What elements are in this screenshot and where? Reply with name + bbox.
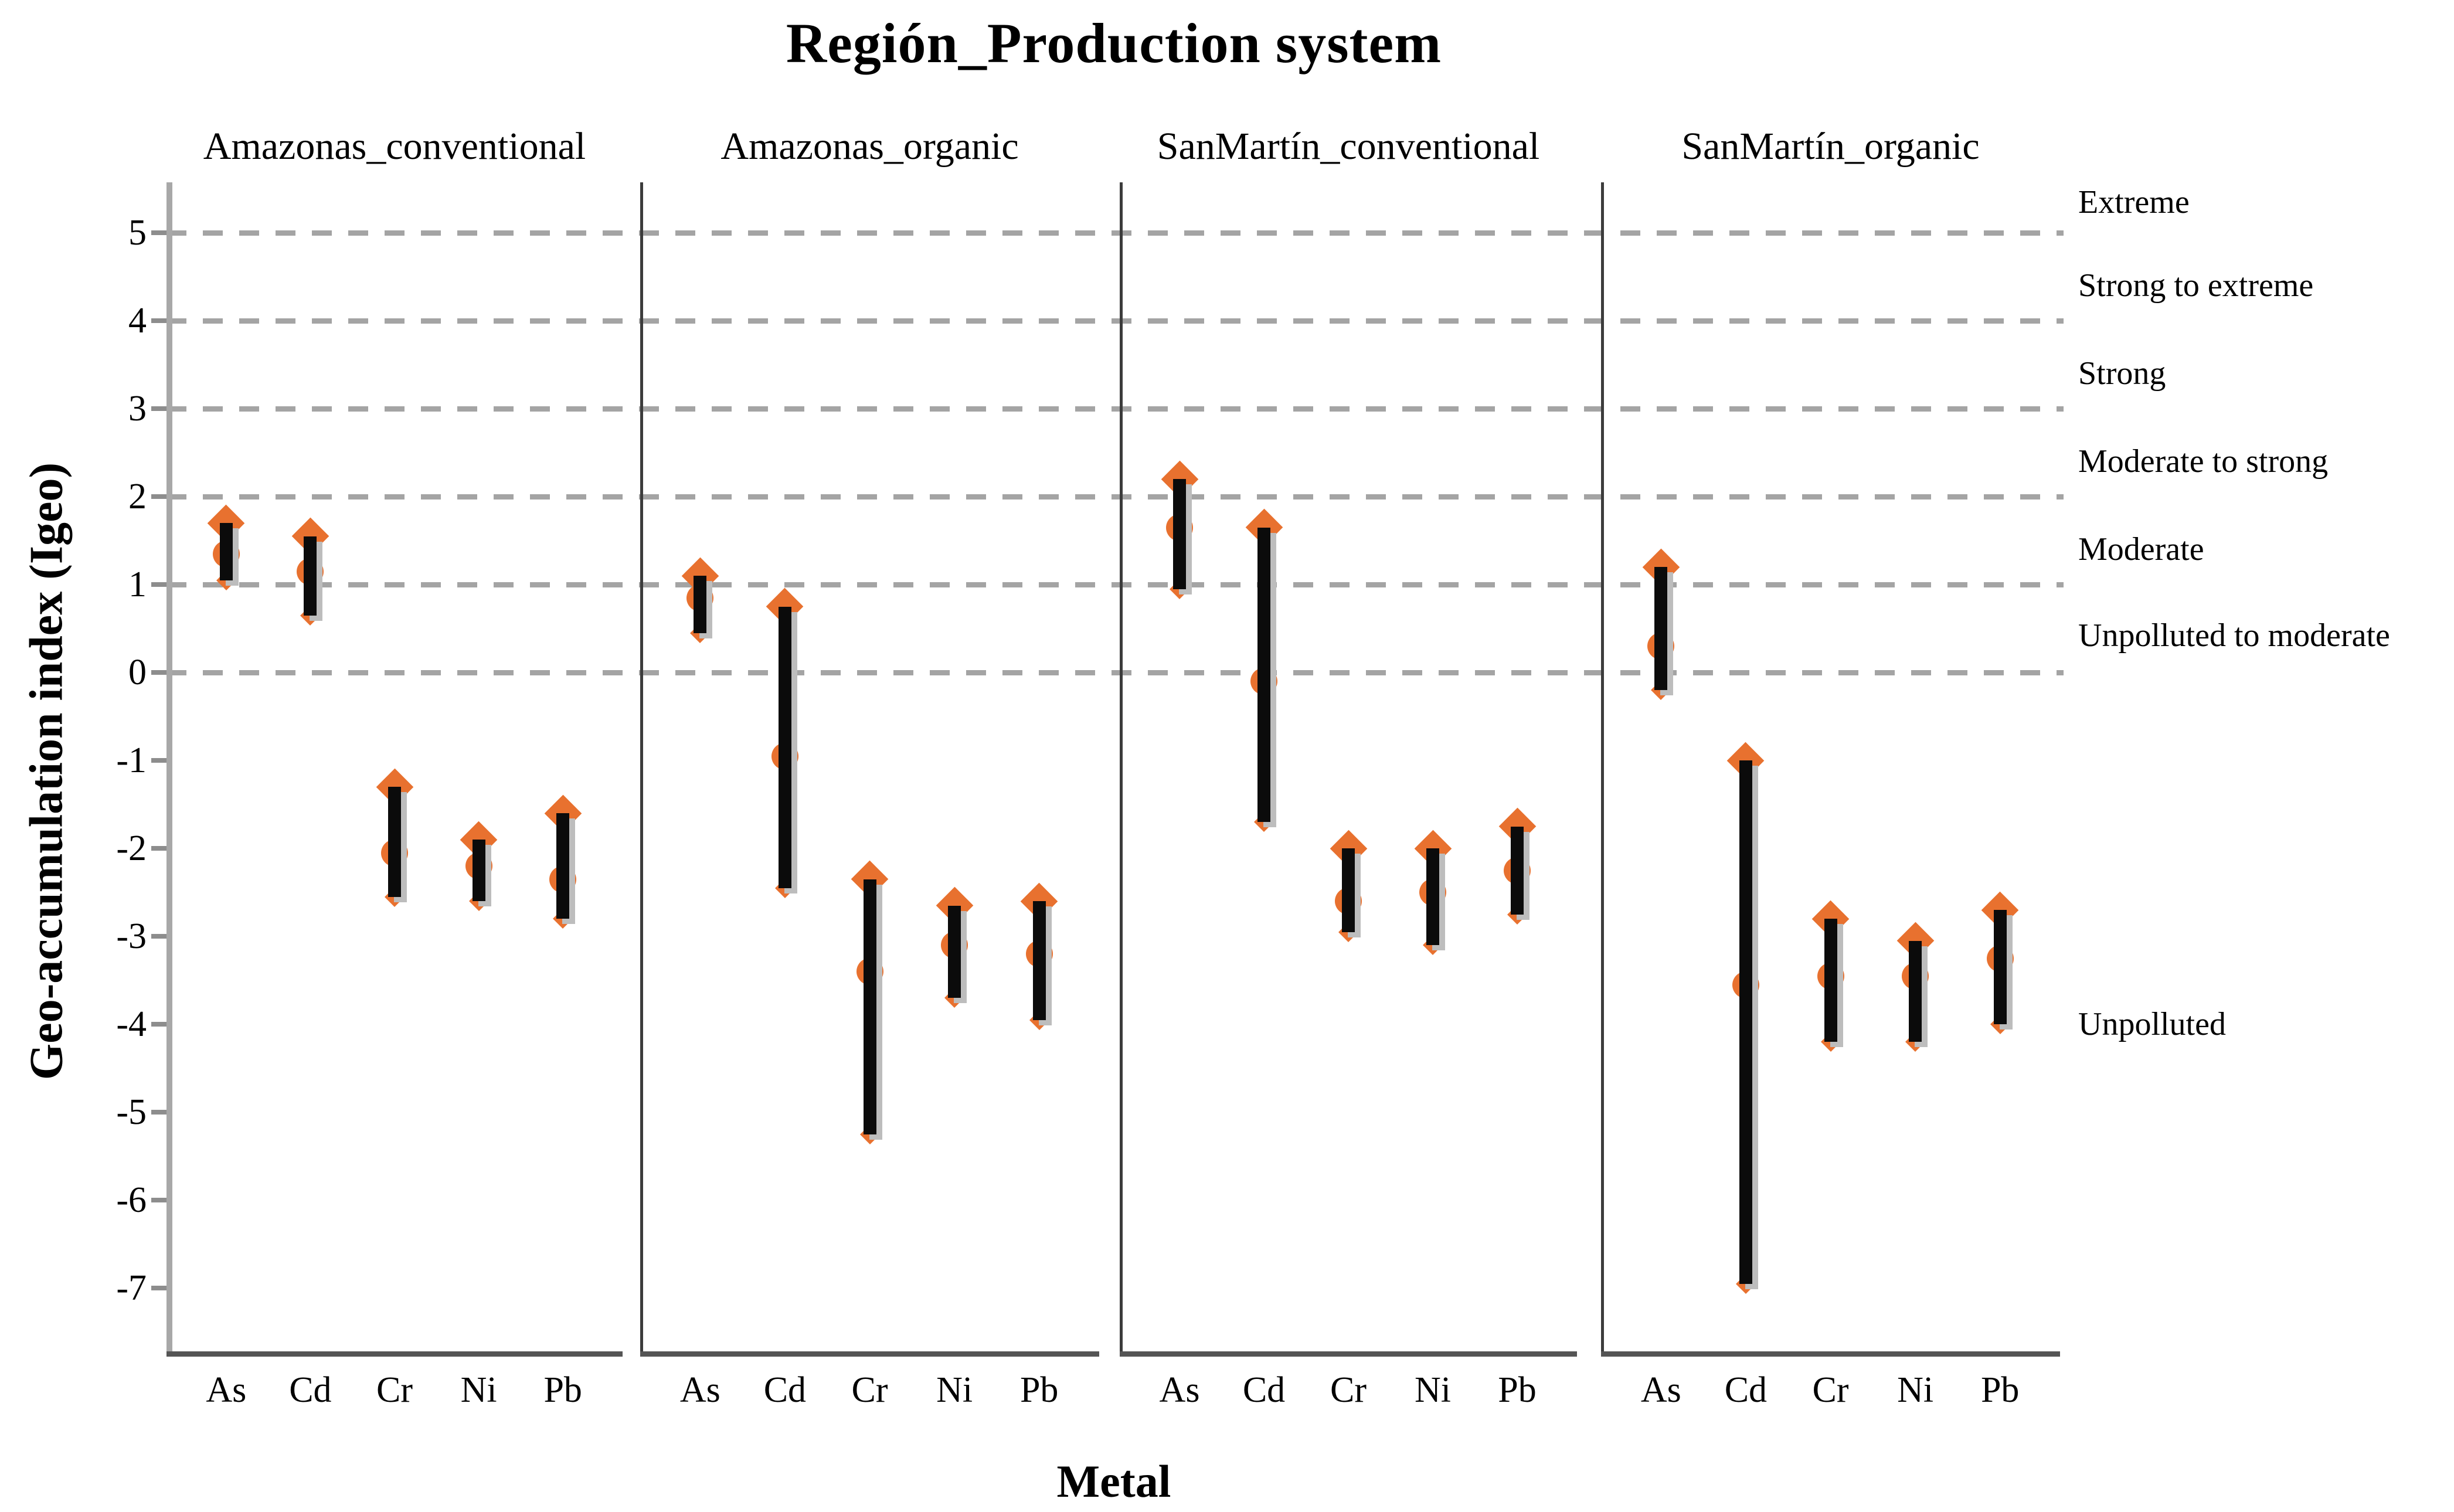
range-bar-Cr xyxy=(863,879,876,1134)
x-tick-label-Cd: Cd xyxy=(289,1370,332,1410)
x-tick-label-Cr: Cr xyxy=(1330,1370,1367,1410)
x-tick-label-Ni: Ni xyxy=(1897,1370,1934,1410)
gridline-y2 xyxy=(166,494,2064,500)
y-tick-label-4: 4 xyxy=(128,301,147,341)
x-tick-label-Cd: Cd xyxy=(1724,1370,1768,1410)
y-tick-label--6: -6 xyxy=(116,1180,147,1220)
panel-bottom-border xyxy=(640,1351,1099,1357)
y-tick--2 xyxy=(151,846,169,851)
gridline-y5 xyxy=(166,230,2064,236)
range-bar-Cd xyxy=(304,536,317,616)
range-bar-Cd xyxy=(1257,527,1270,822)
panel-left-border xyxy=(640,182,643,1351)
x-tick-label-As: As xyxy=(679,1370,720,1410)
range-bar-As xyxy=(1173,479,1186,589)
x-tick-label-As: As xyxy=(1640,1370,1681,1410)
panel-left-border xyxy=(1120,182,1123,1351)
y-tick-label--2: -2 xyxy=(116,828,147,868)
y-tick-label-2: 2 xyxy=(128,477,147,517)
y-tick-0 xyxy=(151,670,169,675)
range-bar-Cd xyxy=(778,606,791,888)
gridline-y1 xyxy=(166,582,2064,587)
range-bar-Cr xyxy=(1824,919,1837,1042)
y-tick-label--7: -7 xyxy=(116,1268,147,1308)
gridline-y4 xyxy=(166,318,2064,324)
pollution-level-label: Extreme xyxy=(2078,184,2190,220)
pollution-level-label: Strong xyxy=(2078,355,2166,392)
y-tick--5 xyxy=(151,1110,169,1115)
panel-bottom-border xyxy=(1601,1351,2060,1357)
y-tick--3 xyxy=(151,934,169,939)
y-axis-line xyxy=(166,182,172,1351)
range-bar-Pb xyxy=(1511,826,1524,915)
range-bar-Pb xyxy=(1032,901,1046,1020)
x-tick-label-Cd: Cd xyxy=(763,1370,807,1410)
y-tick-label--5: -5 xyxy=(116,1092,147,1132)
y-tick-label-0: 0 xyxy=(128,653,147,692)
y-tick-4 xyxy=(151,318,169,323)
panel-header: SanMartín_organic xyxy=(1681,125,1980,168)
range-bar-Ni xyxy=(1909,940,1922,1042)
y-tick-1 xyxy=(151,582,169,587)
y-tick-label-3: 3 xyxy=(128,389,147,429)
panel-header: Amazonas_organic xyxy=(720,125,1019,168)
x-tick-label-Cr: Cr xyxy=(376,1370,413,1410)
range-bar-Ni xyxy=(948,905,961,998)
y-tick--4 xyxy=(151,1022,169,1027)
range-bar-Ni xyxy=(472,840,485,901)
x-tick-label-Cr: Cr xyxy=(1812,1370,1849,1410)
y-tick--6 xyxy=(151,1198,169,1202)
y-tick-label-5: 5 xyxy=(128,213,147,253)
y-tick-3 xyxy=(151,406,169,411)
range-bar-Pb xyxy=(556,813,570,919)
x-tick-label-Pb: Pb xyxy=(1980,1370,2020,1410)
pollution-level-label: Moderate to strong xyxy=(2078,443,2329,480)
x-tick-label-Ni: Ni xyxy=(1415,1370,1451,1410)
panel-header: Amazonas_conventional xyxy=(203,125,586,168)
range-bar-As xyxy=(219,523,233,580)
x-tick-label-Cr: Cr xyxy=(851,1370,888,1410)
range-bar-Cr xyxy=(388,787,401,897)
range-bar-As xyxy=(694,576,707,633)
pollution-level-label: Unpolluted to moderate xyxy=(2078,617,2390,654)
y-tick-label--3: -3 xyxy=(116,916,147,956)
x-tick-label-Pb: Pb xyxy=(1019,1370,1059,1410)
range-bar-Pb xyxy=(1993,910,2007,1024)
range-bar-As xyxy=(1654,567,1668,690)
gridline-y0 xyxy=(166,670,2064,675)
pollution-level-label: Unpolluted xyxy=(2078,1006,2226,1042)
pollution-level-label: Moderate xyxy=(2078,531,2204,568)
range-bar-Ni xyxy=(1426,848,1439,945)
gridline-y3 xyxy=(166,406,2064,412)
y-tick-label--1: -1 xyxy=(116,740,147,780)
pollution-level-label: Strong to extreme xyxy=(2078,267,2314,304)
panel-bottom-border xyxy=(166,1351,623,1357)
x-tick-label-As: As xyxy=(1159,1370,1200,1410)
y-tick-2 xyxy=(151,494,169,499)
y-tick--7 xyxy=(151,1286,169,1290)
y-tick--1 xyxy=(151,758,169,763)
x-tick-label-Cd: Cd xyxy=(1242,1370,1286,1410)
x-tick-label-Ni: Ni xyxy=(936,1370,973,1410)
panel-header: SanMartín_conventional xyxy=(1157,125,1540,168)
chart-title: Región_Production system xyxy=(786,12,1442,74)
x-tick-label-Pb: Pb xyxy=(1498,1370,1537,1410)
range-bar-Cr xyxy=(1342,848,1355,932)
range-bar-Cd xyxy=(1739,760,1752,1284)
y-tick-label-1: 1 xyxy=(128,565,147,604)
y-tick-label--4: -4 xyxy=(116,1004,147,1044)
x-tick-label-Pb: Pb xyxy=(543,1370,582,1410)
panel-left-border xyxy=(1601,182,1604,1351)
x-tick-label-Ni: Ni xyxy=(460,1370,497,1410)
y-tick-5 xyxy=(151,230,169,235)
x-axis-title: Metal xyxy=(1056,1456,1171,1507)
x-tick-label-As: As xyxy=(206,1370,247,1410)
panel-bottom-border xyxy=(1120,1351,1577,1357)
